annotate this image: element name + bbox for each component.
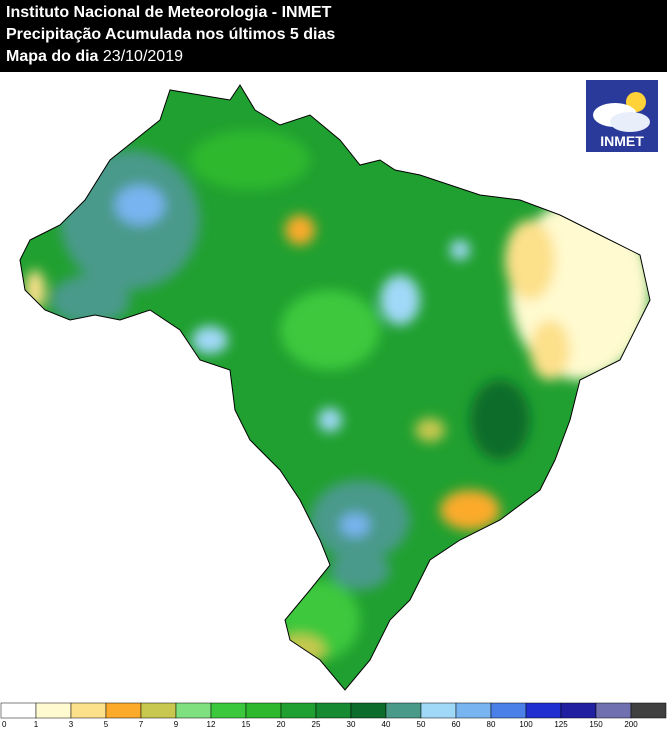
legend-label: 5 [104, 720, 109, 729]
legend-label: 7 [139, 720, 144, 729]
legend-label: 150 [589, 720, 603, 729]
precip-field [20, 85, 650, 690]
legend-label: 30 [347, 720, 356, 729]
legend-swatch [350, 702, 387, 719]
legend-label: 125 [554, 720, 568, 729]
date-line: Mapa do dia 23/10/2019 [6, 46, 661, 68]
legend-swatch [560, 702, 597, 719]
legend-label: 50 [417, 720, 426, 729]
legend-swatch [420, 702, 457, 719]
legend-label: 20 [277, 720, 286, 729]
legend-swatch [280, 702, 317, 719]
legend-swatch [210, 702, 247, 719]
legend-label: 1 [34, 720, 39, 729]
legend-swatch [385, 702, 422, 719]
legend-swatch [175, 702, 212, 719]
subtitle: Precipitação Acumulada nos últimos 5 dia… [6, 26, 336, 43]
legend-swatch [0, 702, 37, 719]
header: Instituto Nacional de Meteorologia - INM… [0, 0, 667, 72]
legend-label: 15 [242, 720, 251, 729]
legend-swatch [630, 702, 667, 719]
date: 23/10/2019 [102, 48, 183, 65]
logo: INMET [586, 80, 658, 152]
legend-swatch [315, 702, 352, 719]
legend-label: 3 [69, 720, 74, 729]
legend-swatch [525, 702, 562, 719]
legend-swatch [140, 702, 177, 719]
legend-label: 200 [624, 720, 638, 729]
legend-swatch [70, 702, 107, 719]
legend-swatch [455, 702, 492, 719]
legend-label: 0 [2, 720, 7, 729]
legend-label: 9 [174, 720, 179, 729]
legend-label: 100 [519, 720, 533, 729]
title: Instituto Nacional de Meteorologia - INM… [6, 4, 332, 21]
legend-label: 12 [207, 720, 216, 729]
legend-label: 80 [487, 720, 496, 729]
legend-label: 25 [312, 720, 321, 729]
legend-label: 40 [382, 720, 391, 729]
legend-swatch [595, 702, 632, 719]
legend-swatch [490, 702, 527, 719]
legend: 0 1 3 5 7 9 12 15 20 25 30 40 50 60 80 100 125 150 200 [0, 702, 667, 729]
legend-label: 60 [452, 720, 461, 729]
legend-swatch [105, 702, 142, 719]
legend-swatch [245, 702, 282, 719]
date-label: Mapa do dia [6, 48, 99, 65]
legend-swatch [35, 702, 72, 719]
logo-text: INMET [600, 133, 644, 149]
